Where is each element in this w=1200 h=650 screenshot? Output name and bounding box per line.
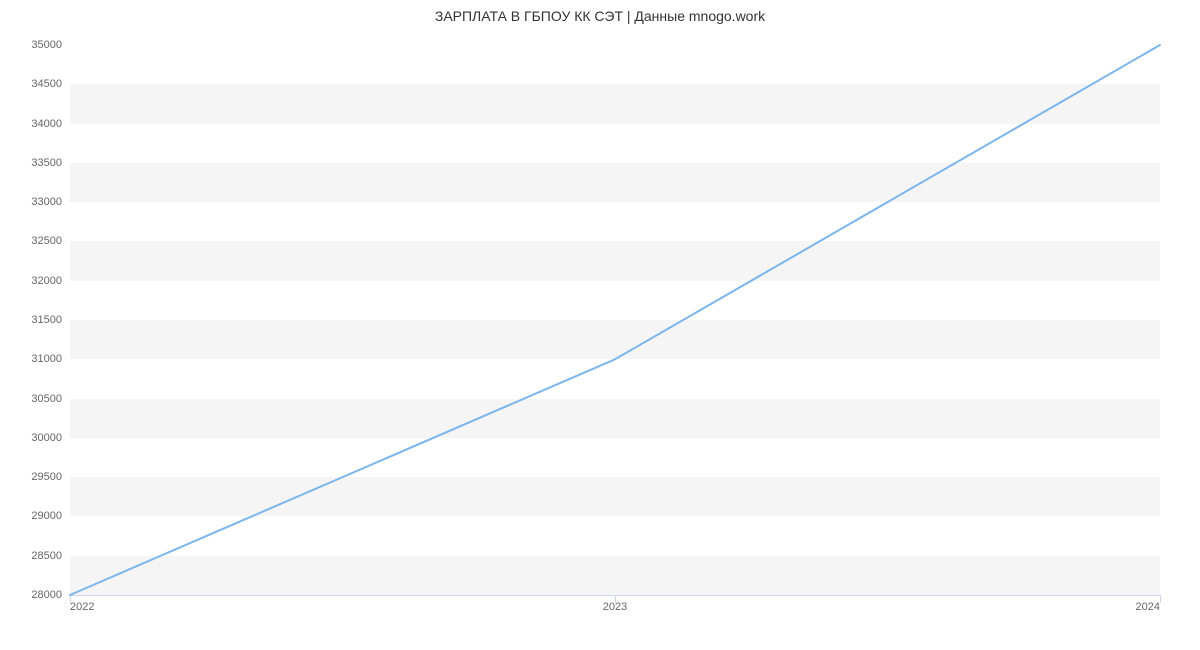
x-tick-label: 2022 <box>70 595 94 613</box>
x-tick-mark <box>1160 595 1161 603</box>
chart-container: ЗАРПЛАТА В ГБПОУ КК СЭТ | Данные mnogo.w… <box>0 0 1200 650</box>
x-tick-label: 2024 <box>1136 595 1160 613</box>
y-tick-label: 31500 <box>31 314 70 326</box>
y-tick-label: 28500 <box>31 550 70 562</box>
y-tick-label: 30000 <box>31 432 70 444</box>
y-tick-label: 31000 <box>31 353 70 365</box>
y-tick-label: 32500 <box>31 235 70 247</box>
y-tick-label: 29500 <box>31 471 70 483</box>
y-tick-label: 34500 <box>31 78 70 90</box>
line-series <box>70 45 1160 595</box>
y-tick-label: 29000 <box>31 510 70 522</box>
y-tick-label: 32000 <box>31 275 70 287</box>
y-tick-label: 33500 <box>31 157 70 169</box>
y-tick-label: 28000 <box>31 589 70 601</box>
y-tick-label: 33000 <box>31 196 70 208</box>
y-tick-label: 34000 <box>31 118 70 130</box>
plot-area: 2800028500290002950030000305003100031500… <box>70 45 1160 595</box>
y-tick-label: 35000 <box>31 39 70 51</box>
x-tick-label: 2023 <box>603 595 627 613</box>
chart-title: ЗАРПЛАТА В ГБПОУ КК СЭТ | Данные mnogo.w… <box>0 0 1200 24</box>
y-tick-label: 30500 <box>31 393 70 405</box>
